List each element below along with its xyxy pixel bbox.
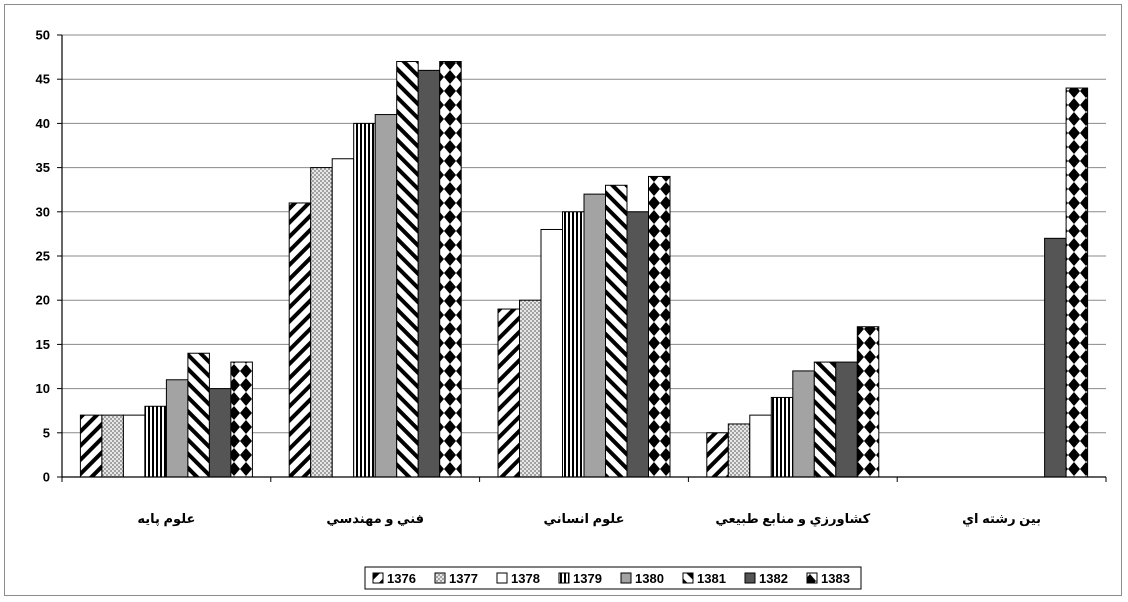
legend-label-1379: 1379 — [573, 571, 602, 586]
legend-swatch-1379 — [558, 572, 570, 584]
y-tick-label: 15 — [36, 337, 50, 352]
y-tick-label: 35 — [36, 160, 50, 175]
x-category-label: علوم پايه — [137, 511, 195, 527]
bar-1381-cat3 — [813, 361, 837, 478]
bar-1380-cat3 — [792, 370, 815, 478]
legend-label-1382: 1382 — [759, 571, 788, 586]
axes — [61, 35, 1107, 482]
y-tick-label: 30 — [36, 204, 50, 219]
x-category-label: علوم انساني — [544, 511, 625, 527]
bar-1382-cat1 — [417, 69, 441, 478]
legend-label-1376: 1376 — [387, 571, 416, 586]
y-tick-label: 45 — [36, 72, 50, 87]
bar-1376-cat3 — [706, 432, 729, 478]
bar-1382-cat3 — [835, 361, 858, 478]
legend-swatch-1380 — [620, 572, 632, 584]
legend-swatch-1382 — [744, 572, 756, 584]
bar-1381-cat2 — [605, 184, 628, 478]
y-tick-label: 40 — [36, 116, 50, 131]
bar-1376-cat1 — [288, 202, 312, 478]
bar-1382-cat0 — [208, 388, 232, 478]
bar-1383-cat3 — [856, 326, 880, 478]
bar-1379-cat3 — [770, 396, 794, 478]
y-axis-ticks: 0 5 10 15 20 25 30 35 40 45 50 — [36, 28, 62, 485]
y-tick-label: 25 — [36, 249, 50, 264]
bar-1378-cat0 — [122, 414, 146, 478]
bar-1377-cat2 — [519, 299, 542, 478]
legend-label-1383: 1383 — [821, 571, 850, 586]
legend-box — [364, 566, 862, 590]
x-category-label: كشاورزي و منابع طبيعي — [715, 511, 870, 526]
bar-1376-cat2 — [497, 308, 520, 478]
x-category-label: فني و مهندسي — [326, 511, 424, 526]
bar-1383-cat1 — [439, 61, 462, 478]
bar-1383-cat0 — [230, 361, 253, 478]
bar-1376-cat0 — [79, 414, 103, 478]
gridlines — [62, 34, 1106, 434]
legend-swatch-1376 — [372, 572, 384, 584]
bars — [79, 61, 1089, 478]
y-tick-label: 0 — [43, 470, 50, 485]
bar-1378-cat2 — [540, 228, 563, 478]
bar-1381-cat1 — [396, 61, 419, 478]
bar-1378-cat3 — [749, 414, 772, 478]
chart-frame — [4, 4, 1122, 596]
bar-1379-cat0 — [144, 405, 167, 478]
x-axis-categories: علوم پايه فني و مهندسي علوم انساني كشاورزي … — [137, 511, 1041, 527]
bar-1382-cat4 — [1044, 237, 1067, 478]
x-category-label: بين رشته اي — [962, 511, 1041, 526]
bar-1380-cat2 — [583, 193, 606, 478]
legend-label-1377: 1377 — [449, 571, 478, 586]
legend-label-1378: 1378 — [511, 571, 540, 586]
legend-swatch-1383 — [806, 572, 818, 584]
bar-1379-cat1 — [353, 122, 376, 478]
bar-1377-cat3 — [727, 423, 751, 478]
bar-1377-cat0 — [101, 414, 124, 478]
legend: 1376 1377 1378 1379 1380 1381 1382 1383 — [364, 566, 862, 590]
legend-swatch-1381 — [682, 572, 694, 584]
y-tick-label: 10 — [36, 381, 50, 396]
bar-1381-cat0 — [187, 352, 210, 478]
legend-swatch-1377 — [434, 572, 446, 584]
y-tick-label: 50 — [36, 28, 50, 43]
legend-label-1381: 1381 — [697, 571, 726, 586]
bar-1383-cat2 — [648, 175, 671, 478]
y-tick-label: 20 — [36, 293, 50, 308]
legend-swatch-1378 — [496, 572, 508, 584]
y-tick-label: 5 — [43, 425, 50, 440]
bar-1379-cat2 — [562, 211, 585, 478]
bar-1380-cat1 — [374, 114, 398, 478]
bar-1380-cat0 — [165, 379, 189, 478]
bar-1378-cat1 — [331, 158, 355, 478]
bar-1382-cat2 — [626, 211, 649, 478]
legend-label-1380: 1380 — [635, 571, 664, 586]
bar-1383-cat4 — [1065, 87, 1089, 478]
bar-1377-cat1 — [310, 167, 333, 478]
